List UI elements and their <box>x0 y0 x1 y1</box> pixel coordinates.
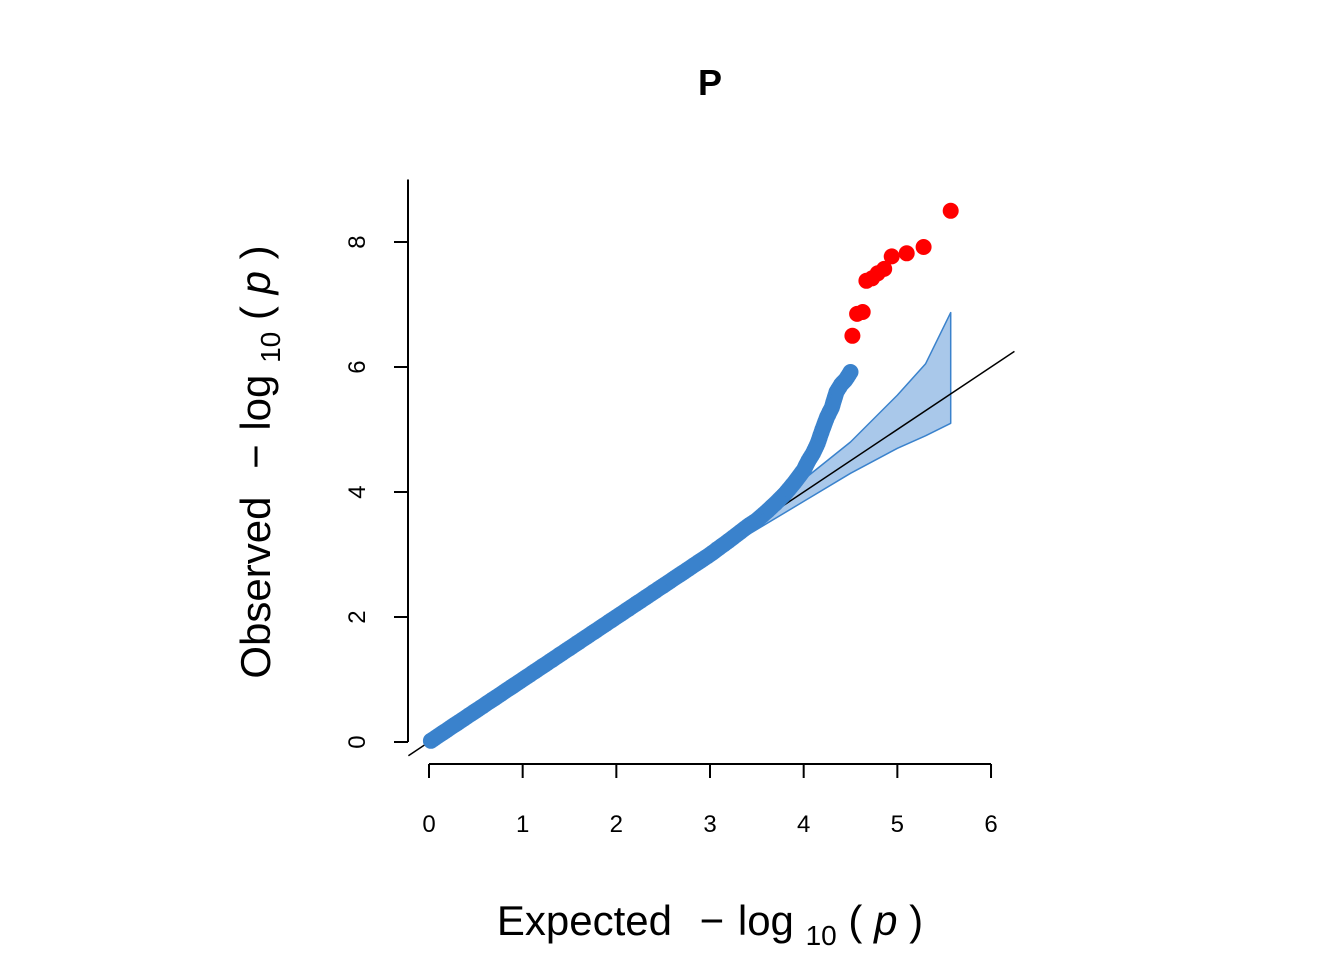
x-axis-title-sub: 10 <box>806 920 837 951</box>
significant-point <box>844 327 861 344</box>
x-axis-title-var: p <box>872 897 897 944</box>
confidence-band <box>709 311 952 559</box>
x-tick-label: 1 <box>516 811 529 838</box>
y-axis-title-minus: − <box>232 444 279 469</box>
significant-point <box>898 245 915 262</box>
x-tick-label: 0 <box>422 811 435 838</box>
y-tick-label: 4 <box>344 485 371 498</box>
y-axis-title-var: p <box>232 271 279 296</box>
x-tick-label: 5 <box>891 811 904 838</box>
significant-point <box>942 202 959 219</box>
y-tick-label: 2 <box>344 610 371 623</box>
y-axis-title-sub: 10 <box>255 332 286 363</box>
x-tick-label: 3 <box>703 811 716 838</box>
y-tick-label: 0 <box>344 735 371 748</box>
x-tick-label: 6 <box>984 811 997 838</box>
y-axis: 0 2 4 6 8 <box>344 179 409 749</box>
y-axis-title-open: ( <box>232 306 279 320</box>
data-point <box>842 364 859 380</box>
significant-point <box>876 260 893 277</box>
y-tick-label: 6 <box>344 360 371 373</box>
significant-point <box>854 304 871 320</box>
x-axis-title-minus: − <box>700 897 725 944</box>
y-axis-title-prefix: Observed <box>232 497 279 679</box>
y-tick-label: 8 <box>344 235 371 248</box>
data-points <box>422 202 959 749</box>
chart-title: P <box>698 62 722 103</box>
x-tick-label: 2 <box>610 811 623 838</box>
x-axis-title-log: log <box>738 897 794 944</box>
significant-point <box>883 248 900 265</box>
y-axis-title-log: log <box>232 375 279 431</box>
significant-point <box>915 239 932 255</box>
x-axis-title-prefix: Expected <box>497 897 672 944</box>
x-axis-title-open: ( <box>848 897 862 944</box>
x-axis-title: Expected − log 10 ( p ) <box>497 897 923 954</box>
y-axis-title: Observed − log 10 ( p ) <box>232 245 289 678</box>
x-axis-title-close: ) <box>909 897 923 944</box>
confidence-band-area <box>709 311 952 559</box>
y-axis-title-close: ) <box>232 245 279 259</box>
x-axis: 0 1 2 3 4 5 6 <box>422 763 998 838</box>
x-tick-label: 4 <box>797 811 810 838</box>
